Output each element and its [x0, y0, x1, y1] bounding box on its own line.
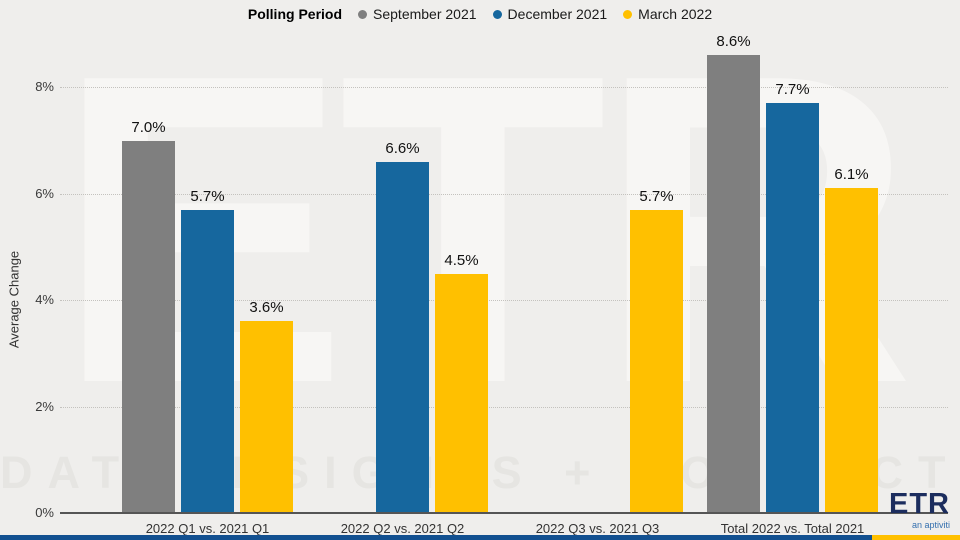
- bar: [181, 209, 234, 513]
- bar-value-label: 4.5%: [444, 251, 479, 269]
- gridline: [60, 406, 948, 408]
- x-category-label: 2022 Q2 vs. 2021 Q2: [340, 521, 465, 536]
- etr-logo: ETR an aptiviti: [889, 490, 950, 530]
- x-category-label: 2022 Q1 vs. 2021 Q1: [145, 521, 270, 536]
- y-tick-label: 4%: [35, 292, 54, 308]
- etr-logo-tagline: an aptiviti: [911, 520, 950, 530]
- legend-item-march-2022: March 2022: [623, 6, 712, 22]
- bar-value-label: 5.7%: [639, 187, 674, 205]
- bar-value-label: 6.6%: [385, 139, 420, 157]
- legend-marker-september-2021-icon: [358, 9, 368, 19]
- y-tick-label: 2%: [35, 398, 54, 414]
- legend-label-march-2022: March 2022: [638, 6, 713, 22]
- bar-value-label: 8.6%: [716, 33, 751, 51]
- bar-value-label: 7.7%: [775, 81, 810, 99]
- y-tick-label: 6%: [35, 185, 54, 201]
- legend-marker-december-2021-icon: [492, 9, 502, 19]
- bar: [122, 140, 175, 513]
- y-tick-label: 8%: [35, 79, 54, 95]
- bar: [707, 55, 760, 513]
- bar-value-label: 5.7%: [190, 187, 225, 205]
- legend-label-december-2021: December 2021: [507, 6, 608, 22]
- legend-label-september-2021: September 2021: [373, 6, 477, 22]
- bar-value-label: 7.0%: [131, 118, 166, 136]
- bar: [825, 188, 878, 513]
- etr-logo-text: ETR: [889, 488, 950, 520]
- gridline: [60, 87, 948, 89]
- bar: [630, 209, 683, 513]
- gridline: [60, 300, 948, 302]
- x-axis-line: [60, 512, 948, 514]
- y-tick-label: 0%: [35, 505, 54, 520]
- footer-bar-blue: [0, 535, 872, 540]
- legend-item-september-2021: September 2021: [358, 6, 477, 22]
- footer-bar-yellow: [872, 535, 960, 540]
- bar-value-label: 6.1%: [834, 166, 869, 184]
- bar: [240, 321, 293, 513]
- x-category-label: Total 2022 vs. Total 2021: [720, 521, 865, 536]
- bar: [766, 103, 819, 513]
- gridline: [60, 193, 948, 195]
- legend: Polling Period September 2021 December 2…: [0, 3, 960, 25]
- bar: [376, 161, 429, 513]
- bar: [435, 273, 488, 513]
- x-category-label: 2022 Q3 vs. 2021 Q3: [535, 521, 660, 536]
- legend-title: Polling Period: [247, 6, 343, 22]
- legend-marker-march-2022-icon: [623, 9, 633, 19]
- legend-item-december-2021: December 2021: [492, 6, 608, 22]
- bar-value-label: 3.6%: [249, 299, 284, 317]
